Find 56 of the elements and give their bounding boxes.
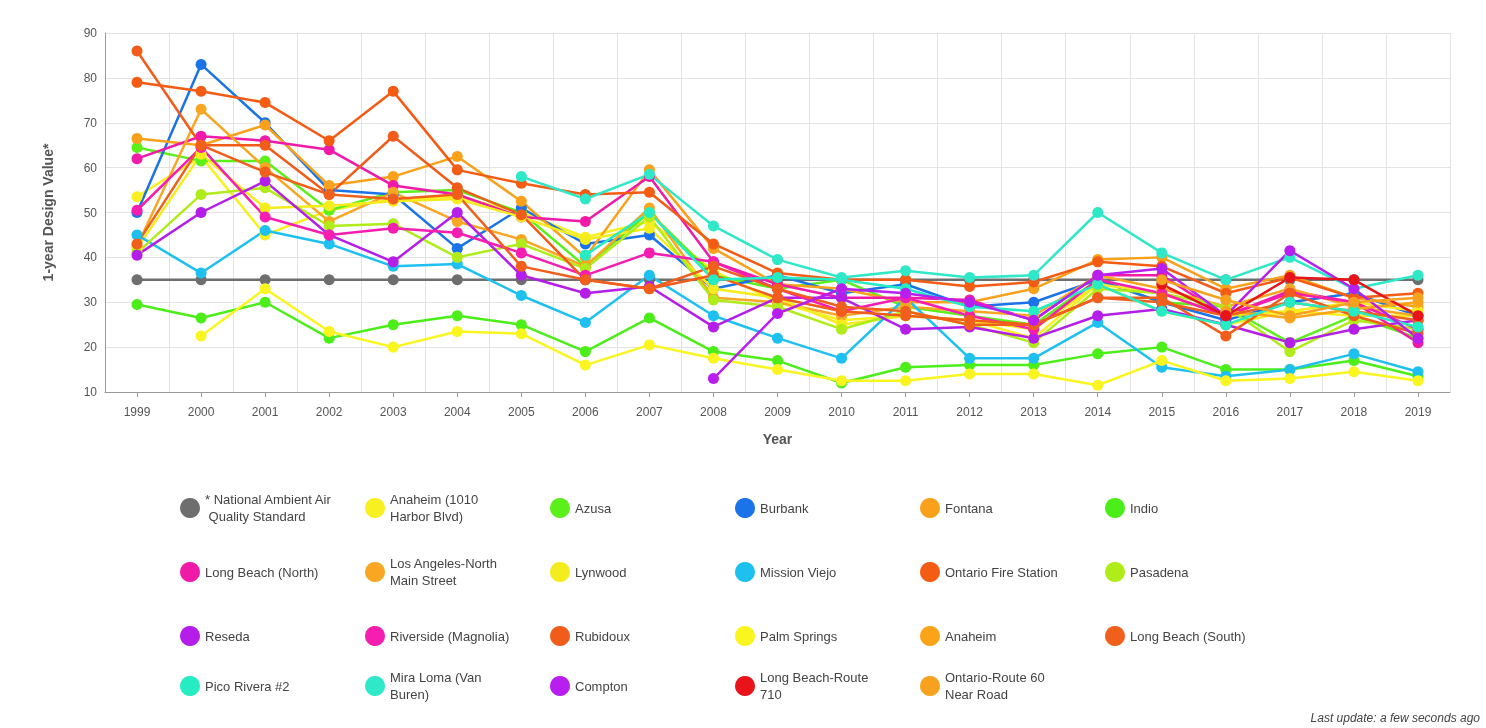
- x-tick-label: 2017: [1276, 405, 1304, 419]
- legend-label: Ontario-Route 60 Near Road: [945, 670, 1049, 702]
- legend-label: Azusa: [575, 500, 612, 516]
- legend-label: Lynwood: [575, 564, 627, 580]
- y-tick-label: 30: [83, 295, 98, 310]
- legend-label: Pico Rivera #2: [205, 678, 290, 694]
- x-tick-label: 2014: [1084, 405, 1112, 419]
- legend-label: Long Beach (South): [1130, 628, 1246, 644]
- y-tick-label: 40: [83, 250, 98, 265]
- x-tick-label: 2001: [251, 405, 279, 419]
- y-axis-title: 1-year Design Value*: [40, 143, 56, 282]
- legend-label: Burbank: [760, 500, 809, 516]
- legend-label: Indio: [1130, 500, 1159, 516]
- x-tick-label: 2018: [1340, 405, 1368, 419]
- x-tick-label: 1999: [123, 405, 151, 419]
- x-axis-title: Year: [762, 431, 793, 447]
- x-tick-label: 2010: [828, 405, 856, 419]
- x-tick-label: 2005: [507, 405, 535, 419]
- x-tick-label: 2004: [443, 405, 471, 419]
- legend-label: Anaheim (1010 Harbor Blvd): [390, 492, 482, 524]
- x-tick-label: 2013: [1020, 405, 1048, 419]
- x-tick-label: 2015: [1148, 405, 1176, 419]
- legend-label: Rubidoux: [575, 628, 631, 644]
- y-tick-label: 50: [83, 205, 98, 220]
- x-tick-label: 2016: [1212, 405, 1240, 419]
- x-tick-label: 2019: [1404, 405, 1432, 419]
- x-tick-label: 2012: [956, 405, 984, 419]
- legend-label: Long Beach (North): [205, 564, 319, 580]
- legend-label: Fontana: [945, 500, 994, 516]
- legend-label: Los Angeles-North Main Street: [390, 556, 501, 588]
- legend-label: Reseda: [205, 628, 251, 644]
- x-tick-label: 2006: [572, 405, 600, 419]
- y-tick-label: 60: [83, 160, 98, 175]
- x-tick-label: 2003: [379, 405, 407, 419]
- y-tick-label: 90: [83, 26, 98, 40]
- x-tick-label: 2002: [315, 405, 343, 419]
- legend-label: Ontario Fire Station: [945, 564, 1058, 580]
- y-tick-label: 10: [83, 385, 98, 399]
- x-tick-label: 2011: [892, 405, 919, 419]
- y-tick-label: 20: [83, 340, 98, 355]
- x-tick-label: 2008: [700, 405, 728, 419]
- legend-label: Mira Loma (Van Buren): [390, 670, 486, 702]
- legend-label: Anaheim: [945, 628, 997, 644]
- x-tick-label: 2009: [764, 405, 792, 419]
- x-tick-label: 2000: [187, 405, 215, 419]
- legend-label: Compton: [575, 678, 628, 694]
- legend-label: * National Ambient Air Quality Standard: [205, 492, 332, 524]
- legend-label: Riverside (Magnolia): [390, 628, 510, 644]
- text: Last update: a few seconds ago: [1310, 711, 1481, 725]
- legend-label: Long Beach-Route 710: [760, 670, 873, 702]
- x-tick-label: 2007: [636, 405, 664, 419]
- y-tick-label: 80: [83, 70, 98, 85]
- y-tick-label: 70: [83, 115, 98, 130]
- legend-label: Pasadena: [1130, 564, 1190, 580]
- legend-label: Palm Springs: [760, 628, 838, 644]
- legend-label: Mission Viejo: [760, 564, 837, 580]
